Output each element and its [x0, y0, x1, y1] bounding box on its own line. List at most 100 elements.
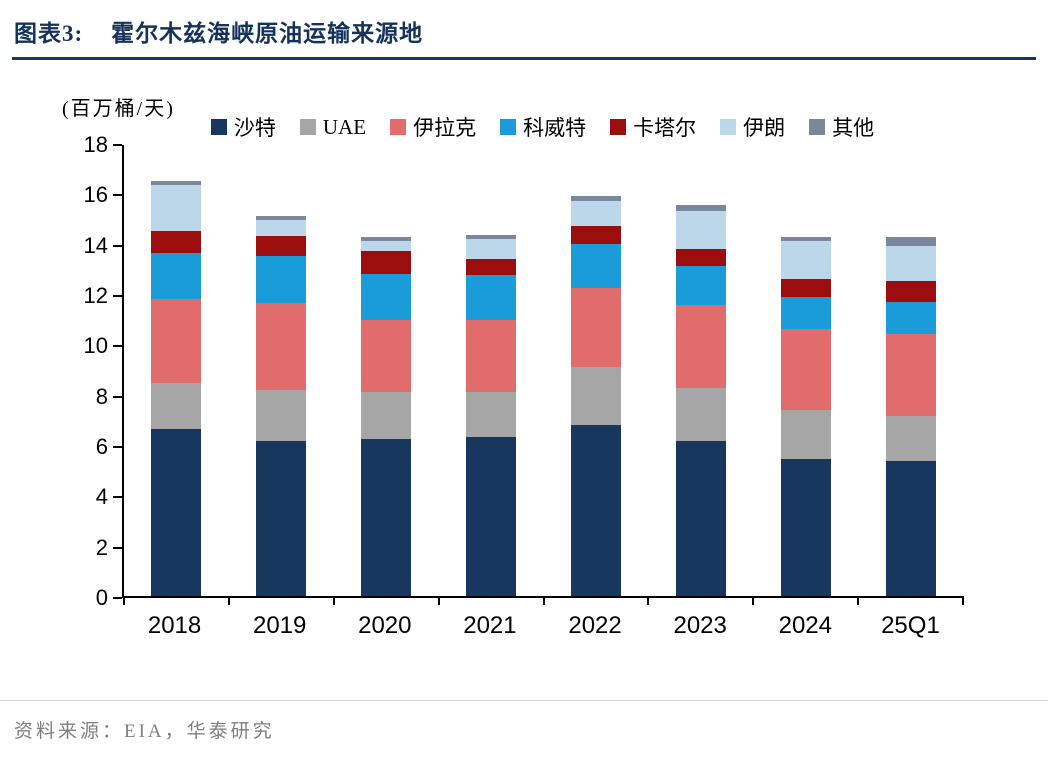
bar-segment-伊朗 — [151, 184, 202, 232]
legend-item-科威特: 科威特 — [500, 112, 586, 142]
bar-segment-伊朗 — [675, 210, 726, 249]
bar-segment-沙特 — [151, 428, 202, 596]
bar-segment-伊拉克 — [885, 334, 936, 417]
bar-segment-科威特 — [151, 252, 202, 300]
y-tick-mark — [113, 446, 122, 448]
bar-segment-沙特 — [675, 441, 726, 596]
bar-segment-伊拉克 — [675, 305, 726, 389]
legend-item-伊拉克: 伊拉克 — [390, 112, 476, 142]
x-tick-label: 2022 — [568, 612, 622, 639]
legend-swatch — [720, 119, 737, 135]
bar-slot-2023 — [648, 145, 753, 596]
bar-segment-伊朗 — [570, 200, 621, 227]
source-text: 资料来源：EIA，华泰研究 — [14, 721, 275, 742]
chart-legend: 沙特 UAE 伊拉克 科威特 卡塔尔 伊朗 其他 — [122, 112, 963, 142]
bar-segment-伊朗 — [780, 241, 831, 279]
x-tick-label: 2020 — [358, 612, 412, 639]
bar-segment-其他 — [256, 216, 307, 220]
bar-segment-沙特 — [256, 441, 307, 596]
legend-label: UAE — [322, 114, 367, 139]
x-tick-mark — [857, 596, 860, 605]
x-tick-mark — [542, 596, 545, 605]
legend-item-UAE: UAE — [299, 114, 367, 140]
bar-segment-其他 — [361, 237, 412, 242]
bar-segment-UAE — [885, 416, 936, 462]
legend-label: 其他 — [832, 116, 875, 140]
y-tick-label: 2 — [95, 534, 108, 560]
legend-label: 伊拉克 — [413, 116, 477, 140]
bar-segment-伊拉克 — [151, 299, 202, 384]
y-tick-label: 10 — [83, 333, 108, 359]
stacked-bar-2021 — [466, 234, 517, 596]
y-tick-mark — [113, 345, 122, 348]
stacked-bar-2023 — [675, 204, 726, 596]
stacked-bar-25Q1 — [885, 237, 936, 596]
legend-swatch — [210, 119, 227, 135]
chart-title: 图表3: 霍尔木兹海峡原油运输来源地 — [0, 0, 1048, 48]
bars-layer — [124, 145, 963, 596]
bar-segment-伊拉克 — [361, 320, 412, 393]
stacked-bar-2024 — [780, 237, 831, 596]
legend-swatch — [299, 119, 316, 135]
bar-slot-2022 — [544, 145, 649, 596]
bar-segment-卡塔尔 — [675, 248, 726, 267]
legend-item-伊朗: 伊朗 — [720, 112, 785, 142]
legend-label: 伊朗 — [743, 116, 786, 140]
y-tick-mark — [113, 496, 122, 499]
bar-segment-伊拉克 — [466, 320, 517, 393]
y-tick-mark — [113, 597, 122, 599]
legend-label: 卡塔尔 — [633, 116, 697, 140]
x-tick-label: 2024 — [778, 612, 832, 639]
bar-segment-伊朗 — [466, 238, 517, 259]
y-tick-label: 14 — [83, 232, 108, 258]
chart-title-prefix: 图表3: — [14, 21, 84, 46]
chart-header: 图表3: 霍尔木兹海峡原油运输来源地 — [0, 0, 1048, 60]
bar-segment-UAE — [256, 389, 307, 442]
bar-segment-沙特 — [570, 424, 621, 596]
bar-segment-UAE — [780, 409, 831, 459]
x-tick-label: 25Q1 — [881, 612, 940, 639]
bar-segment-UAE — [466, 392, 517, 438]
y-tick-label: 18 — [83, 132, 108, 157]
bar-segment-科威特 — [780, 296, 831, 330]
bar-segment-卡塔尔 — [885, 281, 936, 302]
y-tick-mark — [113, 244, 122, 247]
x-tick-label: 2023 — [673, 612, 727, 639]
footer-divider — [0, 700, 1048, 701]
bar-segment-科威特 — [570, 243, 621, 288]
x-tick-label: 2021 — [463, 612, 517, 639]
stacked-bar-2018 — [151, 180, 202, 596]
y-tick-mark — [113, 395, 122, 398]
x-tick-mark — [647, 596, 650, 605]
x-tick-label: 2018 — [147, 612, 202, 639]
x-tick-mark — [227, 596, 230, 605]
bar-segment-其他 — [780, 237, 831, 242]
bar-segment-UAE — [570, 367, 621, 425]
bar-segment-伊朗 — [361, 241, 412, 252]
legend-item-卡塔尔: 卡塔尔 — [610, 112, 696, 142]
y-tick-label: 8 — [95, 383, 108, 409]
legend-swatch — [500, 119, 517, 135]
bar-segment-其他 — [466, 234, 517, 239]
y-axis-unit-label: (百万桶/天) — [62, 98, 175, 120]
bar-slot-2021 — [439, 145, 544, 596]
y-tick-mark — [113, 194, 122, 197]
legend-swatch — [809, 119, 826, 135]
bar-segment-卡塔尔 — [256, 236, 307, 257]
bar-segment-沙特 — [361, 438, 412, 596]
bar-segment-UAE — [151, 383, 202, 429]
x-axis-labels: 2018 2019 2020 2021 2022 2023 2024 25Q1 — [122, 612, 963, 640]
x-tick-mark — [962, 596, 964, 605]
y-tick-label: 6 — [95, 434, 108, 459]
x-tick-label: 2019 — [252, 612, 307, 639]
bar-segment-其他 — [885, 237, 936, 247]
bar-segment-伊拉克 — [780, 329, 831, 410]
legend-swatch — [390, 119, 407, 135]
y-tick-label: 0 — [95, 585, 108, 610]
bar-segment-UAE — [675, 388, 726, 442]
bar-segment-其他 — [570, 195, 621, 201]
bar-segment-科威特 — [466, 275, 517, 321]
x-tick-mark — [332, 596, 335, 605]
x-tick-mark — [752, 596, 755, 605]
